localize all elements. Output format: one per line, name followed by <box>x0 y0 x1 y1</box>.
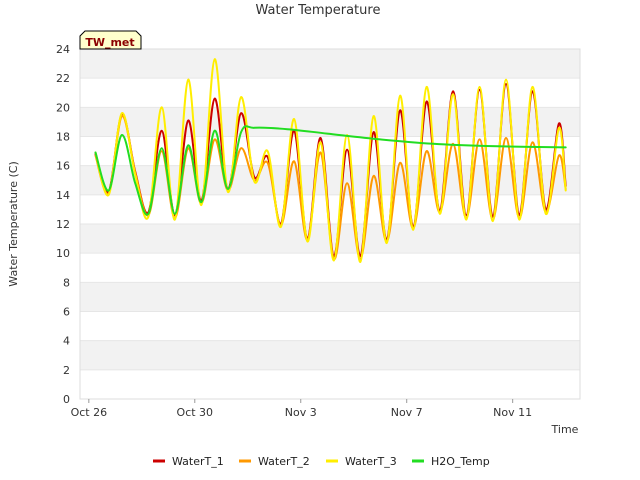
y-tick-label: 18 <box>56 131 70 144</box>
y-tick-label: 20 <box>56 101 70 114</box>
y-tick-label: 2 <box>63 364 70 377</box>
y-tick-label: 6 <box>63 306 70 319</box>
legend-label-watert-2: WaterT_2 <box>258 455 310 468</box>
x-tick-label: Nov 7 <box>391 406 423 419</box>
grid-band <box>80 78 580 108</box>
grid-band <box>80 282 580 312</box>
legend-label-h2o-temp: H2O_Temp <box>431 455 490 468</box>
grid-bands <box>80 49 580 400</box>
y-tick-label: 0 <box>63 393 70 406</box>
x-axis-ticks: Oct 26 Oct 30 Nov 3 Nov 7 Nov 11 <box>71 399 532 419</box>
plot-frame <box>79 48 581 400</box>
grid-band <box>80 311 580 341</box>
site-tag-label: TW_met <box>85 36 134 49</box>
x-tick-label: Oct 26 <box>71 406 108 419</box>
site-tag-box <box>79 30 142 50</box>
y-tick-label: 22 <box>56 72 70 85</box>
x-tick-label: Nov 11 <box>493 406 532 419</box>
y-tick-label: 10 <box>56 247 70 260</box>
x-tick-label: Oct 30 <box>177 406 214 419</box>
x-tick-label: Nov 3 <box>285 406 317 419</box>
site-tag: TW_met <box>79 30 142 50</box>
y-tick-label: 16 <box>56 160 70 173</box>
y-tick-label: 4 <box>63 335 70 348</box>
y-axis-label: Water Temperature (C) <box>7 161 20 286</box>
y-tick-label: 14 <box>56 189 70 202</box>
y-tick-label: 12 <box>56 218 70 231</box>
x-axis-label: Time <box>551 423 579 436</box>
legend-label-watert-1: WaterT_1 <box>172 455 224 468</box>
grid-band <box>80 107 580 137</box>
legend: WaterT_1 WaterT_2 WaterT_3 H2O_Temp <box>153 455 490 468</box>
y-tick-label: 8 <box>63 276 70 289</box>
grid-band <box>80 369 580 399</box>
series-line-h2o-temp <box>94 125 567 216</box>
y-tick-label: 24 <box>56 43 70 56</box>
grid-band <box>80 49 580 79</box>
series-lines <box>94 58 567 263</box>
grid-band <box>80 253 580 283</box>
chart-title: Water Temperature <box>256 3 381 18</box>
legend-label-watert-3: WaterT_3 <box>345 455 397 468</box>
grid-band <box>80 340 580 370</box>
